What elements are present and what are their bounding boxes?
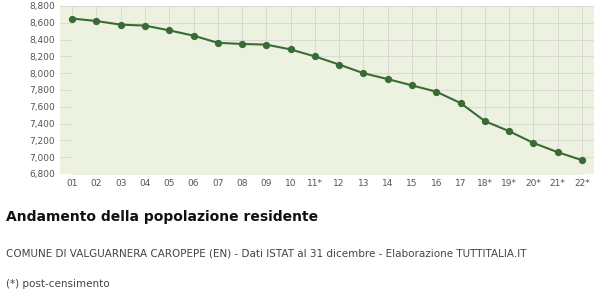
Point <box>262 42 271 47</box>
Text: COMUNE DI VALGUARNERA CAROPEPE (EN) - Dati ISTAT al 31 dicembre - Elaborazione T: COMUNE DI VALGUARNERA CAROPEPE (EN) - Da… <box>6 249 527 259</box>
Point <box>359 71 368 76</box>
Point <box>237 42 247 46</box>
Point <box>553 150 562 154</box>
Text: Andamento della popolazione residente: Andamento della popolazione residente <box>6 210 318 224</box>
Point <box>334 62 344 67</box>
Point <box>67 16 77 21</box>
Point <box>116 22 125 27</box>
Point <box>504 129 514 134</box>
Point <box>140 23 150 28</box>
Point <box>188 33 198 38</box>
Point <box>577 158 587 163</box>
Point <box>286 47 295 52</box>
Point <box>529 140 538 145</box>
Point <box>407 83 417 88</box>
Point <box>213 40 223 45</box>
Point <box>92 19 101 23</box>
Point <box>456 100 466 105</box>
Point <box>383 77 392 82</box>
Point <box>164 28 174 33</box>
Text: (*) post-censimento: (*) post-censimento <box>6 279 110 289</box>
Point <box>480 119 490 124</box>
Point <box>310 54 320 59</box>
Point <box>431 89 441 94</box>
